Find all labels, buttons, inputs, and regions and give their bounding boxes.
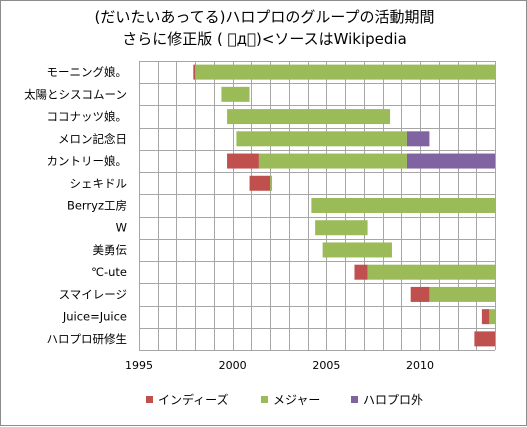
bar-segment [249, 175, 271, 191]
legend-label-indies: インディーズ [158, 392, 229, 407]
row-label: W [116, 221, 127, 235]
legend-item-indies: インディーズ [146, 389, 229, 409]
bar-segment [429, 286, 495, 302]
row-label: カントリー娘。 [47, 154, 128, 168]
bar-segment [315, 220, 368, 236]
legend-label-major: メジャー [273, 392, 321, 407]
legend-item-major: メジャー [261, 389, 320, 409]
row-label: ココナッツ娘。 [47, 110, 128, 124]
row-label: メロン記念日 [58, 132, 127, 146]
row-label: 美勇伝 [93, 243, 128, 257]
x-tick-label: 2010 [406, 359, 434, 372]
x-tick-label: 2005 [312, 359, 340, 372]
row-label: Juice=Juice [62, 310, 127, 324]
bar-segment [227, 153, 259, 169]
bar-segment [193, 64, 196, 80]
x-tick-label: 1995 [125, 359, 153, 372]
bar-segment [227, 109, 391, 125]
row-label: モーニング娘。 [47, 65, 128, 79]
bar-segment [258, 153, 407, 169]
row-label: Berryz工房 [67, 199, 127, 213]
chart-legend: インディーズ メジャー ハロプロ外 [1, 389, 527, 409]
row-label: ハロプロ研修生 [47, 332, 128, 346]
bar-segment [322, 242, 392, 258]
chart-title-line1: (だいたいあってる)ハロプロのグループの活動期間 [94, 8, 435, 26]
bar-segment [489, 309, 495, 325]
bar-segment [354, 264, 368, 280]
row-label: シェキドル [70, 176, 128, 190]
x-tick-label: 2000 [219, 359, 247, 372]
legend-swatch-indies [146, 395, 153, 403]
bar-segment [474, 331, 495, 347]
bar-segment [270, 175, 273, 191]
bar-segment [195, 64, 496, 80]
legend-swatch-outside [351, 395, 358, 403]
bar-segment [406, 131, 430, 147]
bar-segment [406, 153, 495, 169]
bar-segment [367, 264, 495, 280]
bar-segment [236, 131, 407, 147]
row-label: ℃-ute [91, 265, 127, 279]
bar-segment [311, 198, 495, 213]
legend-swatch-major [261, 395, 268, 403]
bar-segment [410, 286, 430, 302]
bar-segment [481, 309, 490, 325]
chart-title-line2: さらに修正版 ( ゚д゚)<ソースはWikipedia [122, 30, 407, 48]
legend-label-outside: ハロプロ外 [363, 392, 424, 407]
row-label: スマイレージ [59, 287, 127, 301]
bar-segment [221, 86, 250, 102]
row-label: 太陽とシスコムーン [24, 87, 127, 101]
legend-item-outside: ハロプロ外 [351, 389, 423, 409]
